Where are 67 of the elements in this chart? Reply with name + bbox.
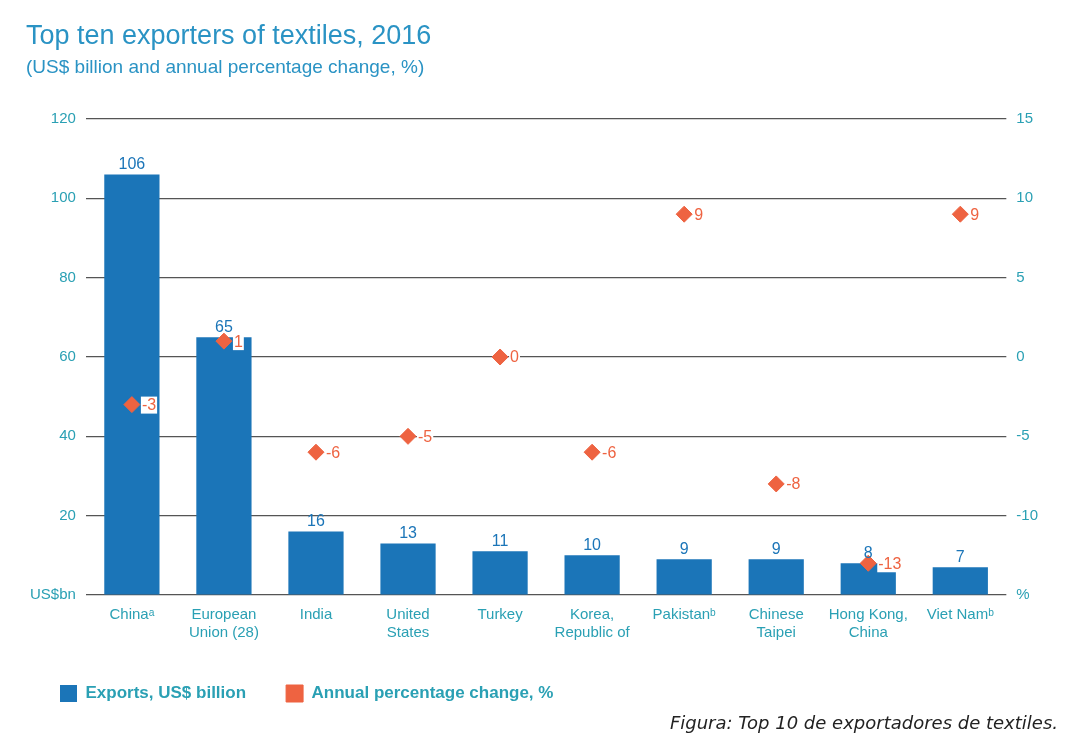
y2-tick-label: 5	[1016, 267, 1025, 285]
point	[951, 205, 969, 223]
x-tick-label: Turkey	[477, 605, 524, 623]
bar	[564, 555, 620, 595]
y-tick-label: 20	[59, 505, 76, 523]
x-tick-label: European Union (28)	[188, 605, 259, 641]
y-tick-label: 120	[50, 109, 76, 127]
data-label: -5	[418, 427, 433, 445]
bar	[380, 543, 436, 595]
data-label: 0	[510, 348, 520, 366]
point	[399, 427, 417, 445]
data-label: 1	[233, 332, 243, 350]
data-label: 13	[399, 523, 418, 541]
data-label: 65	[215, 317, 233, 335]
point	[675, 205, 693, 223]
data-label: 8	[863, 543, 873, 561]
y-tick-label: 60	[59, 347, 76, 365]
data-label: 10	[583, 535, 602, 553]
x-tick-label: Chinese Taipei	[748, 605, 804, 641]
point	[491, 348, 509, 366]
data-label: -6	[325, 443, 341, 461]
y-tick-label: 100	[50, 188, 76, 206]
data-label: 9	[679, 539, 689, 557]
data-label: 9	[694, 205, 704, 223]
y-tick-label: 40	[59, 426, 76, 444]
bar	[932, 567, 988, 595]
y-tick-label: US$bn	[29, 585, 76, 603]
point	[215, 332, 233, 350]
chart-title: Top ten exporters of textiles, 2016	[26, 20, 432, 51]
point	[123, 396, 141, 414]
x-tick-label: Viet Namᵇ	[926, 605, 995, 623]
chart-subtitle: (US$ billion and annual percentage change, %)	[26, 56, 425, 78]
y2-tick-label: %	[1016, 585, 1030, 603]
data-label: -6	[602, 443, 617, 461]
y-tick-label: 80	[59, 267, 76, 285]
y2-tick-label: 10	[1016, 188, 1034, 206]
x-tick-label: Pakistanᵇ	[652, 605, 717, 623]
legend-label: Annual percentage change, %	[311, 683, 554, 703]
bar	[288, 531, 344, 595]
y2-tick-label: 15	[1016, 109, 1034, 127]
x-tick-label: Hong Kong, China	[828, 605, 908, 641]
x-tick-label: Chinaᵃ	[109, 605, 155, 623]
y2-tick-label: 0	[1016, 347, 1025, 365]
point	[307, 443, 325, 461]
point	[767, 475, 785, 493]
x-tick-label: United States	[386, 605, 430, 641]
y2-tick-label: -5	[1016, 426, 1030, 444]
legend-label: Exports, US$ billion	[85, 683, 247, 703]
data-label: 16	[307, 511, 325, 529]
x-tick-label: Korea, Republic of	[554, 605, 631, 641]
data-label: 106	[118, 154, 146, 172]
data-label: -8	[786, 475, 801, 493]
bar	[196, 337, 252, 595]
y2-tick-label: -10	[1016, 505, 1039, 523]
x-tick-label: India	[299, 605, 333, 623]
data-label: 11	[491, 531, 509, 549]
data-label: 7	[955, 547, 965, 565]
data-label: 9	[771, 539, 781, 557]
data-label: -13	[878, 554, 902, 572]
data-label: 9	[970, 205, 980, 223]
text: Figura: Top 10 de exportadores de textiles.	[669, 712, 1058, 733]
bar	[104, 174, 160, 595]
bar	[748, 559, 804, 595]
data-label: -3	[141, 396, 157, 414]
bar	[472, 551, 528, 595]
bar	[656, 559, 712, 595]
point	[583, 443, 601, 461]
